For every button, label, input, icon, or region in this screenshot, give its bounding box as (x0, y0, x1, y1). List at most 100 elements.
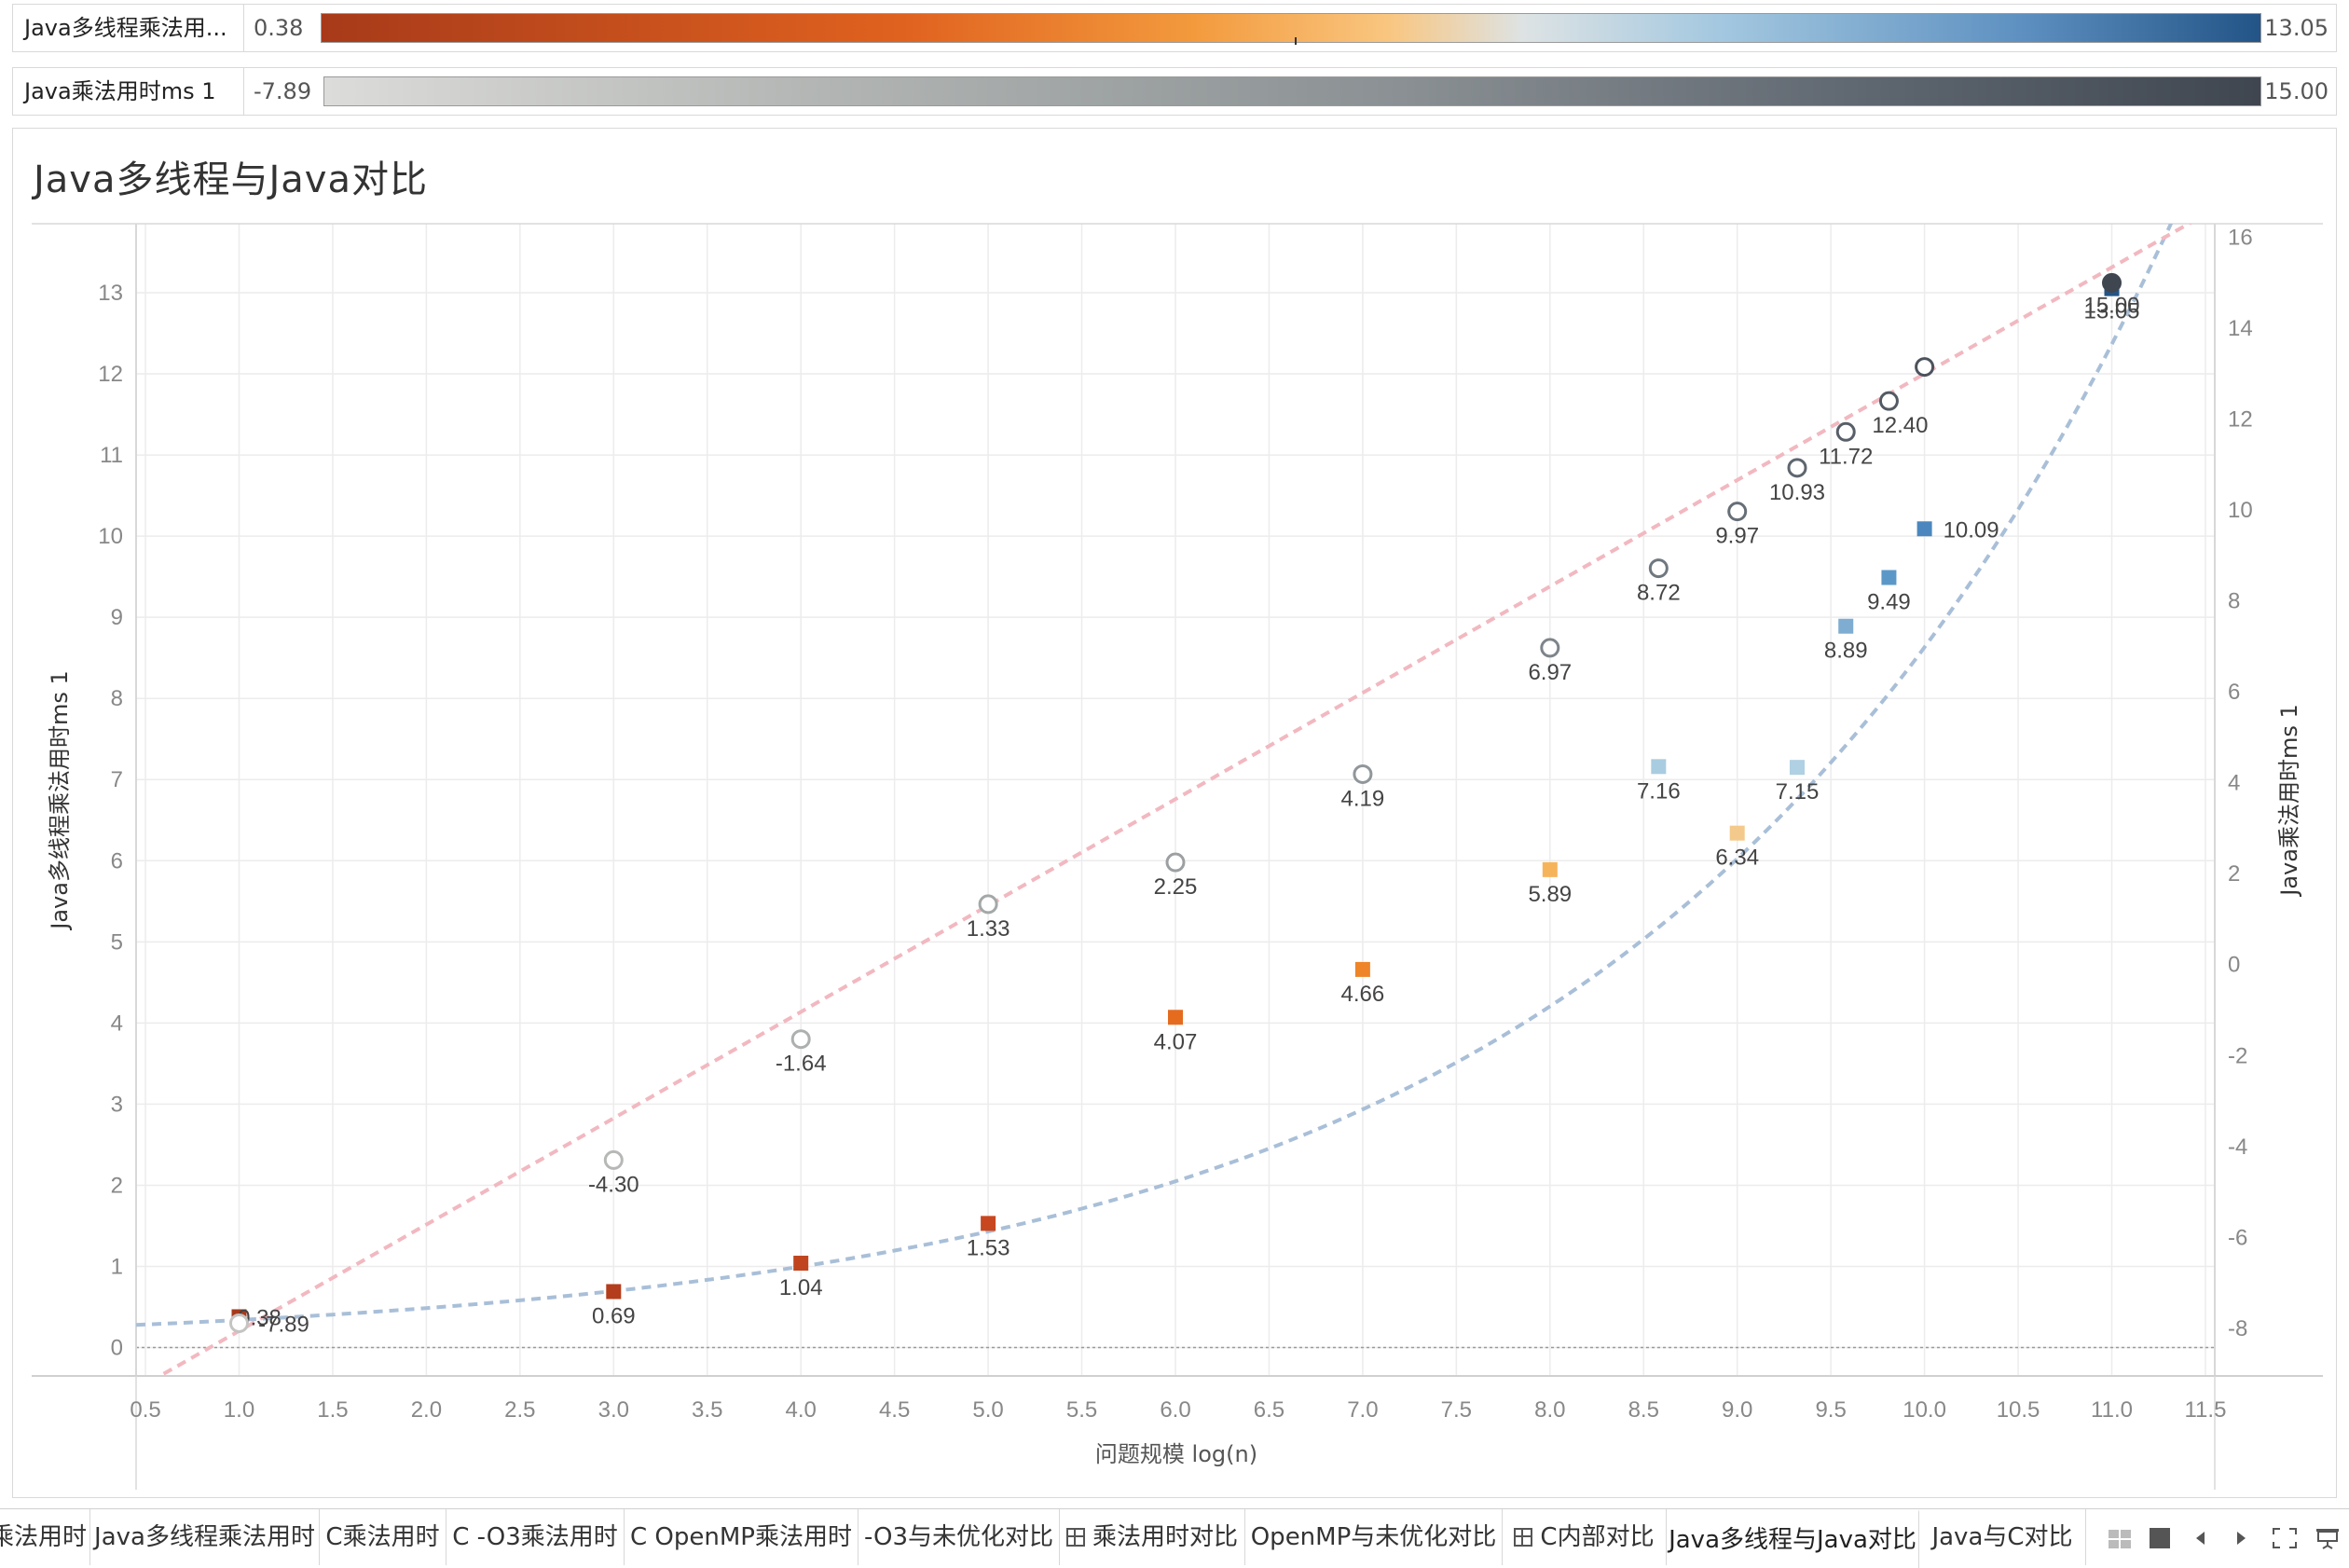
data-label: 1.53 (967, 1235, 1010, 1260)
data-point-square (1168, 1010, 1183, 1025)
tab-label: Java多线程与Java对比 (1669, 1526, 1916, 1554)
tab-time-comparison[interactable]: 乘法用时对比 (1060, 1509, 1245, 1565)
x-tick-label: 8.0 (1534, 1397, 1565, 1423)
x-tick-label: 0.5 (130, 1397, 160, 1423)
y-right-tick-label: -4 (2228, 1135, 2247, 1160)
sheet-tab-bar: 乘法用时 Java多线程乘法用时 C乘法用时 C -O3乘法用时 C OpenM… (0, 1508, 2349, 1568)
data-label: 9.97 (1715, 524, 1759, 549)
x-tick-label: 6.5 (1254, 1397, 1284, 1423)
tab-o3-vs-unoptimized[interactable]: -O3与未优化对比 (859, 1509, 1060, 1565)
x-tick-label: 11.0 (2091, 1397, 2133, 1423)
y-left-tick-label: 6 (111, 848, 123, 873)
y-right-tick-label: -6 (2228, 1225, 2247, 1250)
data-label: 4.66 (1341, 982, 1385, 1007)
tab-java-multithread-time[interactable]: Java多线程乘法用时 (90, 1509, 320, 1565)
x-tick-label: 6.0 (1160, 1397, 1190, 1423)
data-label: 7.15 (1776, 779, 1820, 805)
tab-c-openmp-time[interactable]: C OpenMP乘法用时 (625, 1509, 859, 1565)
data-point-circle (228, 1313, 249, 1333)
tab-c-o3-time[interactable]: C -O3乘法用时 (446, 1509, 625, 1565)
x-tick-label: 3.5 (692, 1397, 722, 1423)
y-axis-title-left: Java多线程乘法用时ms 1 (47, 670, 73, 930)
trendline-exponential (136, 224, 2174, 1327)
show-tabs-icon[interactable] (2150, 1528, 2170, 1548)
y-left-tick-label: 1 (111, 1254, 123, 1279)
data-label: 7.16 (1637, 778, 1681, 804)
chart-panel[interactable]: Java多线程与Java对比 0.5 1.0 1.5 2.0 2.5 3.0 3.5 4.0 4… (12, 128, 2337, 1498)
data-point-square (1651, 759, 1667, 775)
x-tick-label: 10.0 (1903, 1397, 1946, 1423)
tab-java-vs-c[interactable]: Java与C对比 (1919, 1509, 2086, 1565)
x-tick-label: 1.5 (317, 1397, 348, 1423)
y-left-tick-label: 10 (98, 524, 123, 549)
tab-label: OpenMP与未优化对比 (1250, 1523, 1497, 1551)
chart-title: Java多线程与Java对比 (34, 158, 428, 201)
y-left-tick-label: 13 (98, 281, 123, 306)
tab-label: C内部对比 (1540, 1523, 1655, 1551)
tab-c-time[interactable]: C乘法用时 (320, 1509, 446, 1565)
fullscreen-icon[interactable] (2273, 1528, 2297, 1548)
legend-min-value: -7.89 (254, 78, 312, 104)
tab-openmp-vs-unoptimized[interactable]: OpenMP与未优化对比 (1245, 1509, 1503, 1565)
y-right-tick-label: 0 (2228, 953, 2240, 978)
data-label: -7.89 (258, 1312, 309, 1337)
y-right-tick-label: 14 (2228, 316, 2253, 341)
data-label: 0.69 (592, 1303, 636, 1328)
tab-label: -O3与未优化对比 (863, 1523, 1054, 1551)
x-axis-title: 问题规模 log(n) (1095, 1441, 1257, 1467)
tab-label: 乘法用时对比 (1092, 1523, 1238, 1551)
trendlines (136, 224, 2193, 1376)
y-right-tick-label: 12 (2228, 407, 2253, 433)
next-sheet-icon[interactable] (2237, 1532, 2246, 1545)
x-tick-label: 7.5 (1441, 1397, 1472, 1423)
data-label: 1.04 (779, 1275, 823, 1300)
dashboard-icon (1065, 1528, 1085, 1547)
tab-c-internal-comparison[interactable]: C内部对比 (1503, 1509, 1667, 1565)
data-label: 4.19 (1341, 786, 1385, 811)
y-left-tick-label: 5 (111, 929, 123, 955)
data-point-circle (1835, 421, 1856, 442)
x-tick-label: 5.5 (1066, 1397, 1097, 1423)
data-label: 8.89 (1824, 639, 1868, 664)
legend-max-value: 15.00 (2264, 78, 2328, 104)
tab-multiplication-time[interactable]: 乘法用时 (0, 1509, 90, 1565)
trendline-linear (156, 224, 2193, 1376)
data-label: 6.97 (1528, 660, 1572, 685)
x-tick-label: 2.0 (411, 1397, 442, 1423)
x-tick-label: 1.0 (224, 1397, 254, 1423)
scatter-chart[interactable]: 0.5 1.0 1.5 2.0 2.5 3.0 3.5 4.0 4.5 5.0 5.5 6.0 6.5 7… (13, 129, 2338, 1499)
x-tick-label: 4.0 (786, 1397, 817, 1423)
color-ramp (323, 76, 2261, 106)
tab-label: Java多线程乘法用时 (94, 1523, 315, 1551)
data-point-circle (1165, 852, 1186, 873)
data-label: 8.72 (1637, 581, 1681, 606)
data-point-circle (1878, 391, 1899, 411)
y-left-tick-label: 8 (111, 686, 123, 711)
x-tick-label: 9.5 (1815, 1397, 1846, 1423)
presentation-mode-icon[interactable] (2315, 1527, 2340, 1549)
data-point-circle (1540, 638, 1560, 658)
data-label: 13.05 (2083, 299, 2139, 324)
x-tick-label: 8.5 (1628, 1397, 1659, 1423)
x-tick-label: 11.5 (2184, 1397, 2226, 1423)
data-point-square (606, 1284, 622, 1300)
data-point-circle (1727, 502, 1748, 522)
y-right-tick-label: -2 (2228, 1043, 2247, 1068)
x-tick-label: 3.0 (598, 1397, 629, 1423)
legend-max-value: 13.05 (2264, 15, 2328, 41)
show-filmstrip-icon[interactable] (2109, 1530, 2131, 1548)
color-legend-java[interactable]: Java乘法用时ms 1 -7.89 15.00 (12, 67, 2337, 116)
y-right-tick-label: 8 (2228, 589, 2240, 614)
color-legend-java-multithread[interactable]: Java多线程乘法用... 0.38 13.05 (12, 4, 2337, 52)
x-tick-label: 4.5 (879, 1397, 910, 1423)
previous-sheet-icon[interactable] (2196, 1532, 2205, 1545)
legend-min-value: 0.38 (254, 15, 304, 41)
data-label: -4.30 (588, 1172, 639, 1197)
y-right-tick-label: 16 (2228, 226, 2253, 251)
data-point-square (1838, 618, 1854, 634)
tab-java-multithread-vs-java[interactable]: Java多线程与Java对比 (1667, 1509, 1919, 1568)
data-point-circle (978, 894, 998, 915)
data-label: 11.72 (1819, 444, 1873, 469)
y-right-tick-label: 2 (2228, 861, 2240, 887)
data-point-square (1542, 861, 1558, 877)
